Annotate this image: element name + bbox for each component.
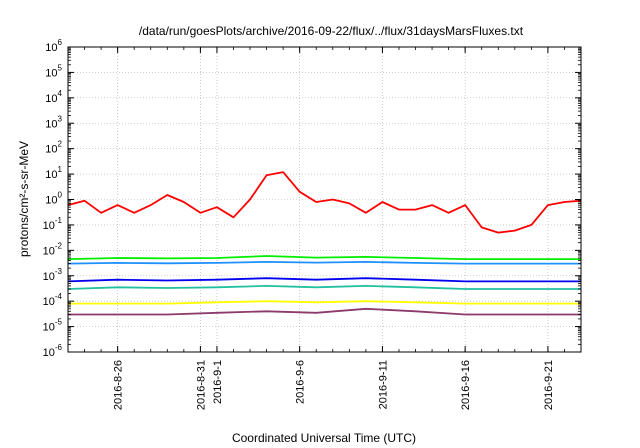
y-tick-base: 10 xyxy=(43,271,55,283)
y-axis-ticks: 10-610-510-410-310-210-11001011021031041… xyxy=(43,38,581,359)
y-tick-base: 10 xyxy=(43,296,55,308)
y-tick-exponent: 4 xyxy=(58,89,63,98)
series-line xyxy=(68,307,581,316)
y-tick-base: 10 xyxy=(43,220,55,232)
y-tick-base: 10 xyxy=(45,195,57,207)
y-tick-label: 104 xyxy=(45,89,62,105)
y-tick-label: 10-6 xyxy=(43,343,63,359)
y-tick-exponent: -1 xyxy=(55,216,63,225)
y-tick-exponent: 5 xyxy=(58,63,63,72)
y-tick-exponent: 6 xyxy=(58,38,63,47)
y-tick-label: 106 xyxy=(45,38,62,54)
y-axis-label: protons/cm²-s-sr-MeV xyxy=(17,141,31,257)
y-tick-exponent: 2 xyxy=(58,140,63,149)
y-tick-base: 10 xyxy=(45,93,57,105)
y-tick-base: 10 xyxy=(45,67,57,79)
y-tick-exponent: 1 xyxy=(58,165,63,174)
y-tick-label: 103 xyxy=(45,114,62,130)
series-line xyxy=(68,300,581,305)
series-line xyxy=(67,260,581,265)
y-tick-exponent: 0 xyxy=(58,191,63,200)
y-tick-label: 102 xyxy=(45,140,62,156)
x-tick-label: 2016-9-21 xyxy=(543,360,555,410)
chart-title: /data/run/goesPlots/archive/2016-09-22/f… xyxy=(139,24,524,38)
y-tick-base: 10 xyxy=(45,118,57,130)
y-tick-label: 10-4 xyxy=(43,292,63,308)
x-tick-label: 2016-8-26 xyxy=(113,360,125,410)
series-line xyxy=(67,277,581,283)
y-tick-exponent: -2 xyxy=(55,241,63,250)
x-tick-label: 2016-9-1 xyxy=(212,360,224,404)
x-tick-label: 2016-9-6 xyxy=(295,360,307,404)
x-tick-label: 2016-9-11 xyxy=(377,360,389,409)
y-tick-label: 10-5 xyxy=(43,318,63,334)
y-tick-label: 100 xyxy=(45,191,62,207)
y-tick-exponent: -3 xyxy=(55,267,63,276)
y-tick-label: 10-3 xyxy=(43,267,63,283)
series-line xyxy=(67,171,582,234)
y-tick-label: 10-1 xyxy=(43,216,63,232)
x-tick-label: 2016-8-31 xyxy=(195,360,207,410)
y-tick-base: 10 xyxy=(43,322,55,334)
series-line xyxy=(67,255,581,261)
series-layer xyxy=(67,171,582,316)
y-tick-base: 10 xyxy=(43,347,55,359)
x-axis-label: Coordinated Universal Time (UTC) xyxy=(232,431,416,445)
y-tick-label: 101 xyxy=(45,165,62,181)
y-tick-base: 10 xyxy=(45,144,57,156)
y-tick-label: 105 xyxy=(45,63,62,79)
y-tick-exponent: -4 xyxy=(55,292,63,301)
y-tick-exponent: 3 xyxy=(58,114,63,123)
y-tick-exponent: -5 xyxy=(55,318,63,327)
y-tick-base: 10 xyxy=(43,245,55,257)
y-tick-exponent: -6 xyxy=(55,343,63,352)
x-axis-ticks: 2016-8-26 2016-8-31 2016-9-1 2016-9-6 2016-9… xyxy=(67,47,582,410)
y-tick-label: 10-2 xyxy=(43,241,63,257)
x-tick-label: 2016-9-16 xyxy=(460,360,472,410)
y-tick-base: 10 xyxy=(45,42,57,54)
series-line xyxy=(67,284,581,290)
y-tick-base: 10 xyxy=(45,169,57,181)
